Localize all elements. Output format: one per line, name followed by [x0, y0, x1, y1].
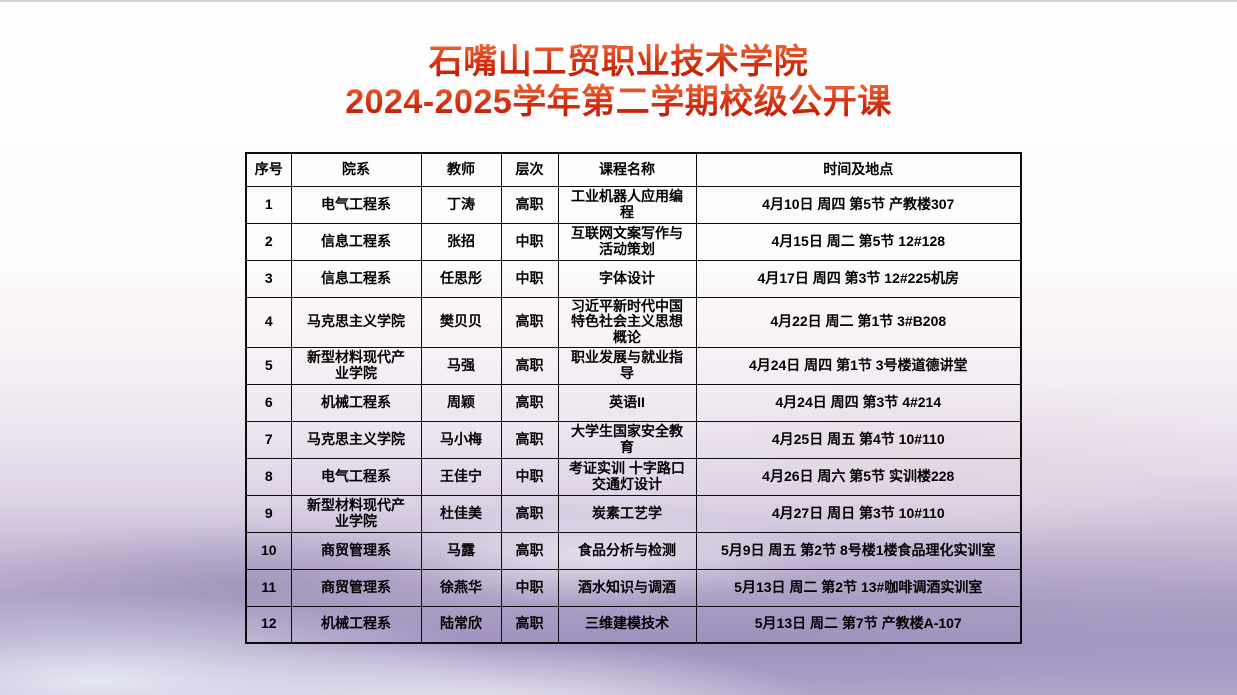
cell-time-place: 4月25日 周五 第4节 10#110: [695, 420, 1022, 459]
table-body: 1 电气工程系 丁涛 高职 工业机器人应用编程 4月10日 周四 第5节 产教楼307 2 信…: [245, 185, 1022, 644]
cell-course-name: 炭素工艺学: [557, 494, 697, 533]
cell-time-place: 4月10日 周四 第5节 产教楼307: [695, 185, 1022, 224]
cell-course-name: 食品分析与检测: [557, 531, 697, 570]
cell-department: 机械工程系: [290, 605, 422, 644]
cell-no: 1: [245, 185, 292, 224]
column-header-course: 课程名称: [557, 152, 697, 187]
cell-no: 11: [245, 568, 292, 607]
cell-level: 高职: [500, 296, 559, 348]
cell-teacher: 樊贝贝: [420, 296, 502, 348]
table-header-row: 序号 院系 教师 层次 课程名称 时间及地点: [245, 152, 1022, 187]
column-header-level: 层次: [500, 152, 559, 187]
cell-level: 高职: [500, 605, 559, 644]
cell-course-name: 酒水知识与调酒: [557, 568, 697, 607]
cell-no: 4: [245, 296, 292, 348]
open-course-schedule-table: 序号 院系 教师 层次 课程名称 时间及地点 1 电气工程系 丁涛 高职 工业机器人应用…: [245, 152, 1022, 645]
cell-department: 新型材料现代产业学院: [290, 346, 422, 385]
title-line-2: 2024-2025学年第二学期校级公开课: [0, 82, 1237, 122]
top-divider: [0, 0, 1237, 2]
cell-level: 高职: [500, 383, 559, 422]
table-row: 11 商贸管理系 徐燕华 中职 酒水知识与调酒 5月13日 周二 第2节 13#咖啡调酒实…: [245, 568, 1022, 607]
title-line-1: 石嘴山工贸职业技术学院: [0, 42, 1237, 82]
cell-course-name: 三维建模技术: [557, 605, 697, 644]
cell-level: 中职: [500, 457, 559, 496]
cell-level: 中职: [500, 259, 559, 298]
cell-teacher: 陆常欣: [420, 605, 502, 644]
cell-time-place: 5月13日 周二 第7节 产教楼A-107: [695, 605, 1022, 644]
cell-department: 电气工程系: [290, 457, 422, 496]
cell-department: 商贸管理系: [290, 531, 422, 570]
cell-time-place: 4月24日 周四 第1节 3号楼道德讲堂: [695, 346, 1022, 385]
cell-no: 7: [245, 420, 292, 459]
column-header-time: 时间及地点: [695, 152, 1022, 187]
cell-level: 高职: [500, 346, 559, 385]
cell-teacher: 丁涛: [420, 185, 502, 224]
cell-teacher: 马强: [420, 346, 502, 385]
cell-teacher: 任思彤: [420, 259, 502, 298]
cell-level: 高职: [500, 185, 559, 224]
cell-time-place: 5月9日 周五 第2节 8号楼1楼食品理化实训室: [695, 531, 1022, 570]
cell-teacher: 王佳宁: [420, 457, 502, 496]
cell-time-place: 4月24日 周四 第3节 4#214: [695, 383, 1022, 422]
table-row: 2 信息工程系 张招 中职 互联网文案写作与活动策划 4月15日 周二 第5节 12#12…: [245, 222, 1022, 261]
cell-no: 2: [245, 222, 292, 261]
cell-department: 新型材料现代产业学院: [290, 494, 422, 533]
cell-level: 高职: [500, 494, 559, 533]
cell-no: 6: [245, 383, 292, 422]
cell-department: 商贸管理系: [290, 568, 422, 607]
cell-no: 9: [245, 494, 292, 533]
cell-course-name: 互联网文案写作与活动策划: [557, 222, 697, 261]
table-row: 3 信息工程系 任思彤 中职 字体设计 4月17日 周四 第3节 12#225机房: [245, 259, 1022, 298]
cell-no: 10: [245, 531, 292, 570]
cell-time-place: 4月17日 周四 第3节 12#225机房: [695, 259, 1022, 298]
cell-department: 机械工程系: [290, 383, 422, 422]
cell-course-name: 工业机器人应用编程: [557, 185, 697, 224]
cell-course-name: 职业发展与就业指导: [557, 346, 697, 385]
cell-course-name: 英语II: [557, 383, 697, 422]
cell-time-place: 5月13日 周二 第2节 13#咖啡调酒实训室: [695, 568, 1022, 607]
cell-teacher: 马露: [420, 531, 502, 570]
cell-department: 马克思主义学院: [290, 420, 422, 459]
table-row: 12 机械工程系 陆常欣 高职 三维建模技术 5月13日 周二 第7节 产教楼A-107: [245, 605, 1022, 644]
cell-time-place: 4月22日 周二 第1节 3#B208: [695, 296, 1022, 348]
cell-no: 5: [245, 346, 292, 385]
cell-teacher: 马小梅: [420, 420, 502, 459]
cell-time-place: 4月27日 周日 第3节 10#110: [695, 494, 1022, 533]
page-title: 石嘴山工贸职业技术学院 2024-2025学年第二学期校级公开课: [0, 42, 1237, 122]
table-row: 4 马克思主义学院 樊贝贝 高职 习近平新时代中国特色社会主义思想概论 4月22日 周二 …: [245, 296, 1022, 348]
cell-course-name: 大学生国家安全教育: [557, 420, 697, 459]
cell-course-name: 字体设计: [557, 259, 697, 298]
cell-no: 3: [245, 259, 292, 298]
cell-level: 中职: [500, 568, 559, 607]
table-row: 5 新型材料现代产业学院 马强 高职 职业发展与就业指导 4月24日 周四 第1节 3号楼…: [245, 346, 1022, 385]
cell-no: 12: [245, 605, 292, 644]
cell-time-place: 4月15日 周二 第5节 12#128: [695, 222, 1022, 261]
cell-teacher: 徐燕华: [420, 568, 502, 607]
cell-teacher: 杜佳美: [420, 494, 502, 533]
cell-course-name: 习近平新时代中国特色社会主义思想概论: [557, 296, 697, 348]
table-row: 7 马克思主义学院 马小梅 高职 大学生国家安全教育 4月25日 周五 第4节 10#11…: [245, 420, 1022, 459]
cell-teacher: 张招: [420, 222, 502, 261]
cell-no: 8: [245, 457, 292, 496]
table-row: 9 新型材料现代产业学院 杜佳美 高职 炭素工艺学 4月27日 周日 第3节 10#110: [245, 494, 1022, 533]
column-header-teacher: 教师: [420, 152, 502, 187]
cell-department: 马克思主义学院: [290, 296, 422, 348]
column-header-no: 序号: [245, 152, 292, 187]
cell-course-name: 考证实训 十字路口交通灯设计: [557, 457, 697, 496]
cell-teacher: 周颖: [420, 383, 502, 422]
cell-level: 高职: [500, 420, 559, 459]
cell-department: 电气工程系: [290, 185, 422, 224]
table-row: 6 机械工程系 周颖 高职 英语II 4月24日 周四 第3节 4#214: [245, 383, 1022, 422]
column-header-dept: 院系: [290, 152, 422, 187]
table-row: 10 商贸管理系 马露 高职 食品分析与检测 5月9日 周五 第2节 8号楼1楼食品理化实…: [245, 531, 1022, 570]
cell-department: 信息工程系: [290, 259, 422, 298]
cell-time-place: 4月26日 周六 第5节 实训楼228: [695, 457, 1022, 496]
cell-level: 中职: [500, 222, 559, 261]
table-row: 1 电气工程系 丁涛 高职 工业机器人应用编程 4月10日 周四 第5节 产教楼307: [245, 185, 1022, 224]
table-row: 8 电气工程系 王佳宁 中职 考证实训 十字路口交通灯设计 4月26日 周六 第5节 实训…: [245, 457, 1022, 496]
cell-level: 高职: [500, 531, 559, 570]
cell-department: 信息工程系: [290, 222, 422, 261]
